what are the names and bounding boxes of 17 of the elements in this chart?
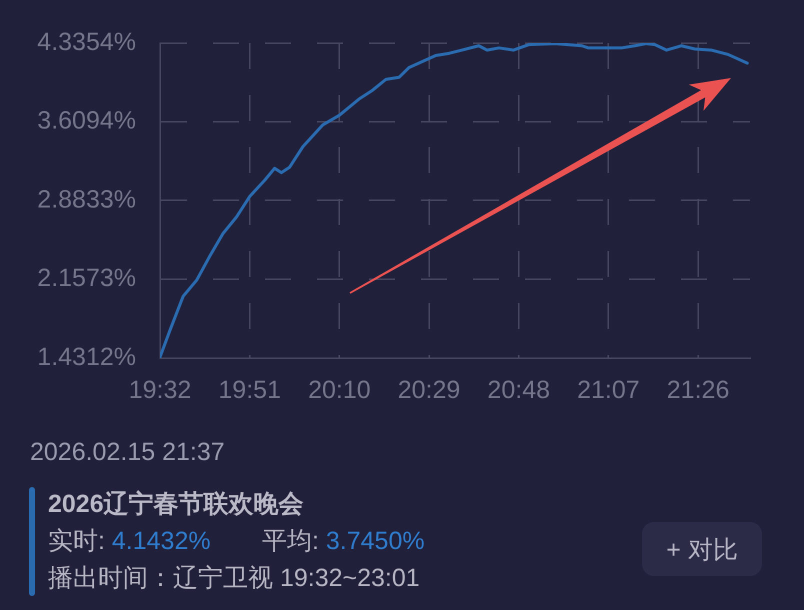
text: 实时: 4.1432% — [48, 527, 211, 555]
x-tick-label: 20:48 — [487, 376, 550, 404]
y-tick-label: 1.4312% — [37, 342, 136, 371]
y-tick-label: 3.6094% — [37, 106, 136, 135]
x-tick-label: 19:32 — [128, 376, 192, 404]
x-tick-label: 20:29 — [398, 376, 460, 404]
x-tick-label: 21:26 — [666, 376, 730, 404]
text: 2026辽宁春节联欢晚会 — [48, 490, 304, 518]
text: 2026.02.15 21:37 — [30, 438, 225, 466]
x-tick-label: 19:51 — [218, 376, 281, 404]
y-tick-label: 4.3354% — [37, 28, 136, 56]
text: 播出时间：辽宁卫视 19:32~23:01 — [48, 564, 420, 592]
x-tick-label: 21:07 — [577, 376, 640, 404]
x-tick-label: 20:10 — [308, 376, 371, 404]
text: 平均: 3.7450% — [262, 527, 425, 555]
y-tick-label: 2.8833% — [37, 185, 136, 214]
y-tick-label: 2.1573% — [37, 264, 136, 292]
